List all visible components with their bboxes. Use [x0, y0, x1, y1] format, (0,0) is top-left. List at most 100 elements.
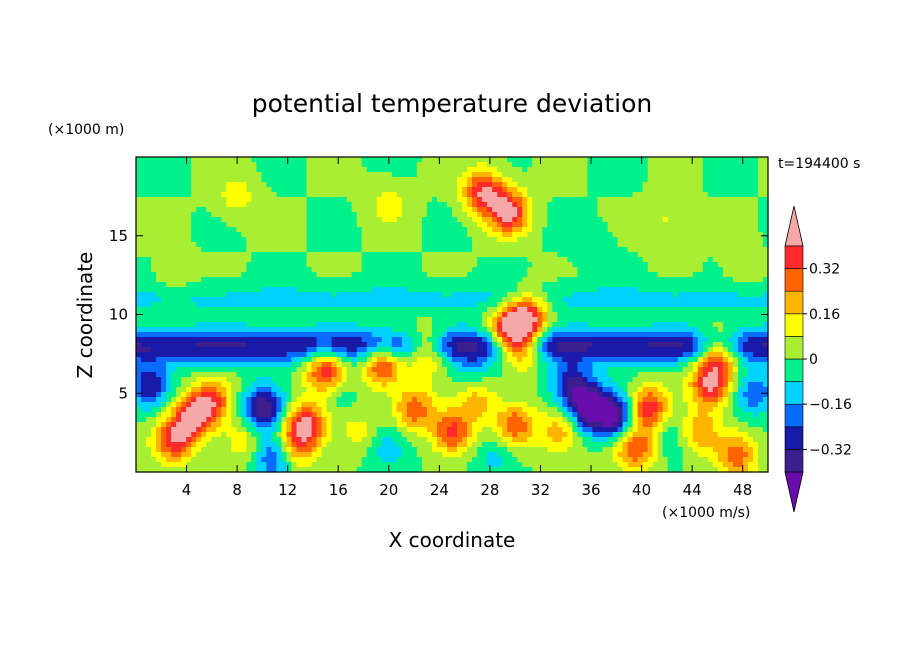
heatmap-cell — [492, 307, 498, 313]
heatmap-cell — [226, 172, 232, 178]
heatmap-cell — [677, 157, 684, 163]
heatmap-cell — [296, 257, 303, 263]
heatmap-cell — [441, 272, 448, 278]
heatmap-cell — [757, 327, 764, 333]
heatmap-cell — [301, 222, 308, 228]
heatmap-cell — [577, 312, 584, 318]
heatmap-cell — [672, 337, 679, 343]
heatmap-cell — [492, 182, 498, 188]
heatmap-cell — [572, 267, 578, 273]
heatmap-cell — [441, 302, 448, 308]
heatmap-cell — [271, 257, 278, 263]
heatmap-cell — [236, 237, 242, 243]
heatmap-cell — [316, 307, 323, 313]
heatmap-cell — [567, 297, 573, 303]
heatmap-cell — [256, 192, 262, 198]
heatmap-cell — [547, 332, 553, 338]
heatmap-cell — [712, 312, 719, 318]
heatmap-cell — [136, 177, 142, 183]
heatmap-cell — [286, 162, 293, 168]
heatmap-cell — [331, 337, 338, 343]
heatmap-cell — [762, 347, 769, 353]
heatmap-cell — [682, 247, 689, 253]
heatmap-cell — [321, 202, 328, 208]
heatmap-cell — [647, 347, 654, 353]
heatmap-cell — [672, 302, 679, 308]
heatmap-cell — [396, 197, 403, 203]
heatmap-cell — [527, 197, 533, 203]
heatmap-cell — [517, 267, 523, 273]
heatmap-cell — [431, 312, 438, 318]
heatmap-cell — [311, 297, 318, 303]
heatmap-cell — [196, 277, 202, 283]
heatmap-cell — [236, 262, 242, 268]
heatmap-cell — [406, 332, 413, 338]
heatmap-cell — [582, 322, 589, 328]
heatmap-cell — [517, 347, 523, 353]
heatmap-cell — [146, 197, 152, 203]
heatmap-cell — [497, 217, 503, 223]
heatmap-cell — [206, 177, 212, 183]
heatmap-cell — [421, 172, 428, 178]
heatmap-cell — [306, 232, 313, 238]
heatmap-cell — [386, 312, 393, 318]
heatmap-cell — [441, 307, 448, 313]
heatmap-cell — [752, 302, 759, 308]
heatmap-cell — [341, 297, 348, 303]
heatmap-cell — [241, 317, 247, 323]
heatmap-cell — [361, 207, 368, 213]
heatmap-cell — [562, 332, 568, 338]
heatmap-cell — [416, 187, 423, 193]
heatmap-cell — [642, 162, 649, 168]
heatmap-cell — [226, 157, 232, 163]
heatmap-cell — [687, 237, 694, 243]
heatmap-cell — [161, 202, 167, 208]
heatmap-cell — [256, 172, 262, 178]
heatmap-cell — [537, 192, 543, 198]
heatmap-cell — [191, 342, 197, 348]
heatmap-cell — [336, 277, 343, 283]
heatmap-cell — [321, 242, 328, 248]
heatmap-cell — [682, 192, 689, 198]
heatmap-cell — [572, 252, 578, 258]
heatmap-cell — [462, 217, 468, 223]
heatmap-cell — [597, 157, 604, 163]
heatmap-cell — [156, 292, 162, 298]
heatmap-cell — [762, 192, 769, 198]
heatmap-cell — [251, 207, 257, 213]
heatmap-cell — [181, 302, 187, 308]
heatmap-cell — [662, 307, 669, 313]
heatmap-cell — [532, 342, 538, 348]
heatmap-cell — [542, 282, 548, 288]
heatmap-cell — [687, 307, 694, 313]
heatmap-cell — [181, 227, 187, 233]
heatmap-cell — [737, 262, 744, 268]
heatmap-cell — [431, 257, 438, 263]
heatmap-cell — [331, 297, 338, 303]
heatmap-cell — [477, 207, 483, 213]
heatmap-cell — [507, 302, 513, 308]
heatmap-cell — [602, 297, 609, 303]
heatmap-cell — [677, 277, 684, 283]
heatmap-cell — [732, 177, 739, 183]
heatmap-cell — [722, 272, 729, 278]
heatmap-cell — [617, 342, 624, 348]
heatmap-cell — [582, 212, 589, 218]
heatmap-cell — [246, 302, 252, 308]
heatmap-cell — [467, 187, 473, 193]
heatmap-cell — [221, 252, 227, 258]
heatmap-cell — [161, 177, 167, 183]
heatmap-cell — [151, 332, 157, 338]
heatmap-cell — [737, 312, 744, 318]
heatmap-cell — [652, 282, 659, 288]
heatmap-cell — [472, 157, 478, 163]
heatmap-cell — [236, 207, 242, 213]
heatmap-cell — [296, 232, 303, 238]
heatmap-cell — [301, 317, 308, 323]
heatmap-cell — [707, 342, 714, 348]
heatmap-cell — [331, 237, 338, 243]
heatmap-cell — [537, 332, 543, 338]
heatmap-cell — [426, 182, 433, 188]
heatmap-cell — [286, 337, 293, 343]
heatmap-cell — [492, 197, 498, 203]
